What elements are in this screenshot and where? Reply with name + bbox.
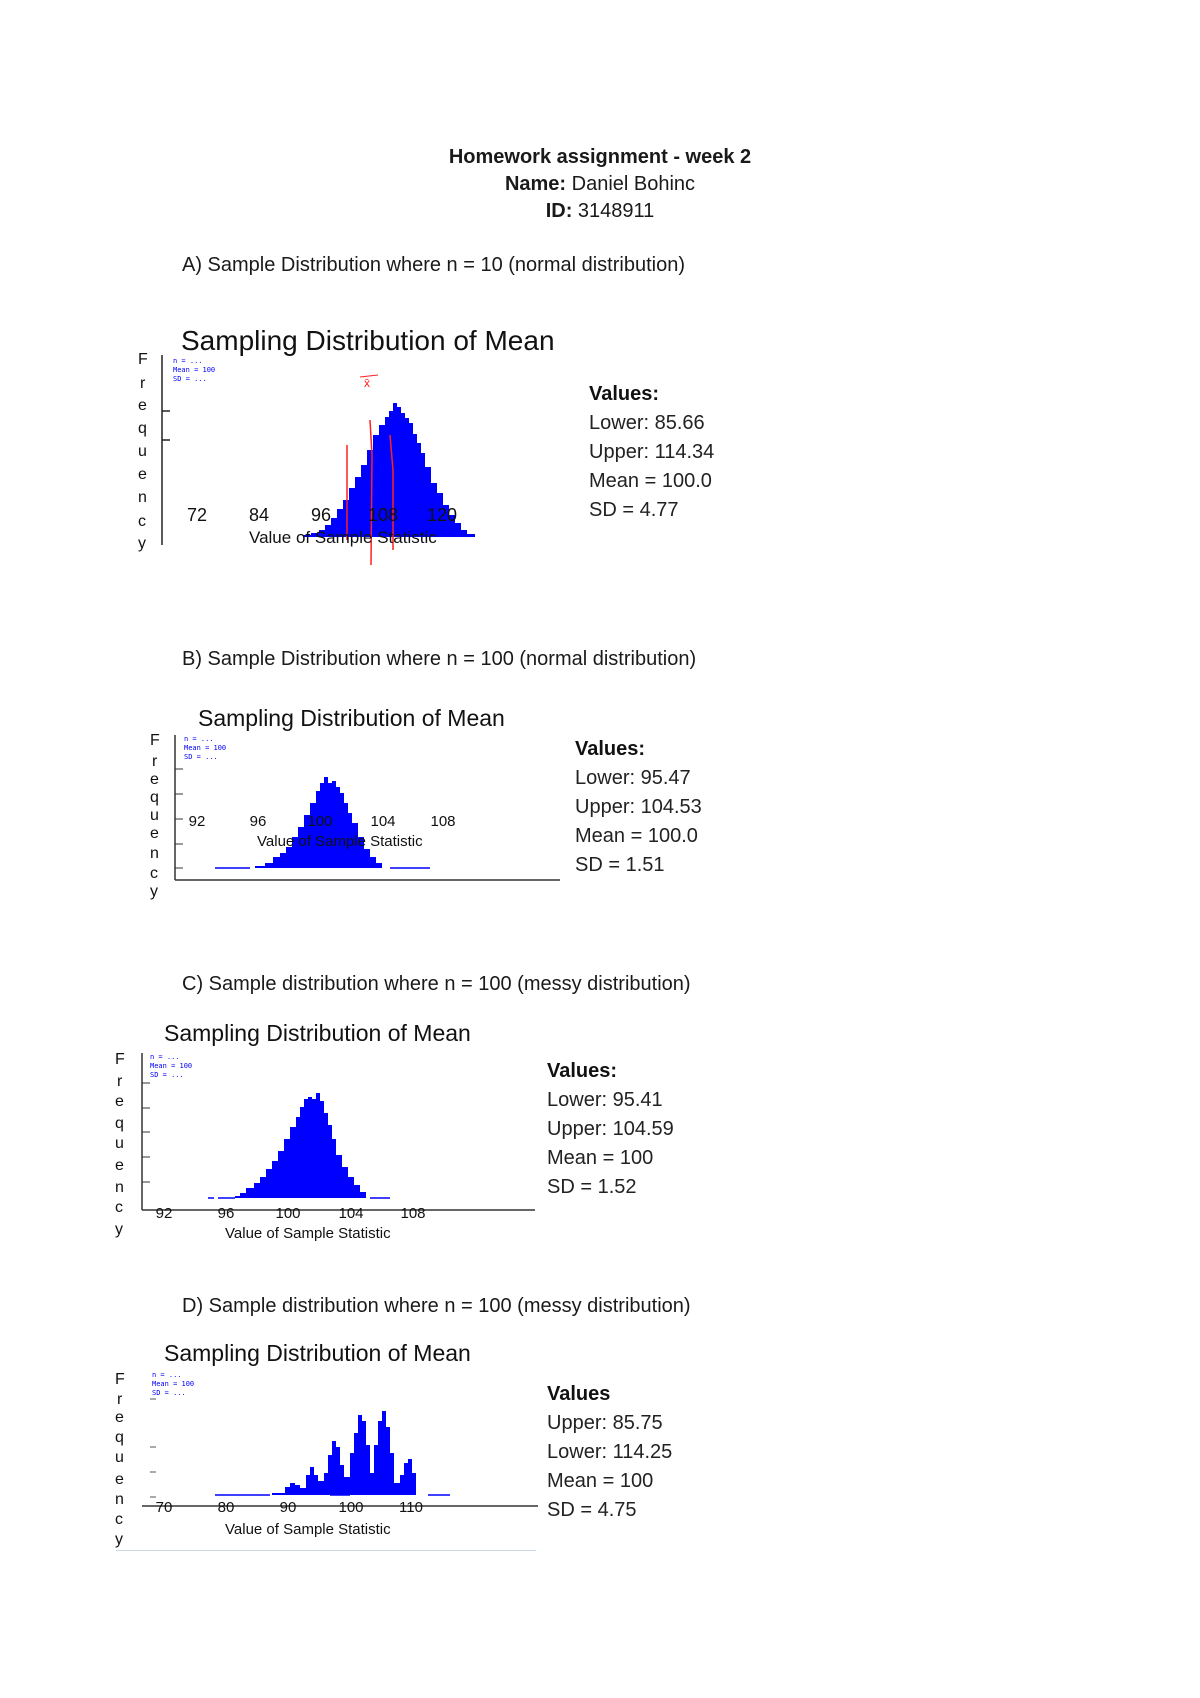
x-tick: 70 [155,1499,173,1516]
chart-c-legend: n = ... Mean = 100 SD = ... [150,1053,193,1079]
id-value: 3148911 [577,200,655,222]
y-letter: e [138,466,147,483]
chart-a-legend: n = ... Mean = 100 SD = ... [173,357,216,383]
name-label: Name: [504,173,567,195]
name-line: Name: Daniel Bohinc [0,173,1200,196]
x-tick: 100 [338,1499,364,1516]
x-tick: 108 [430,813,456,830]
divider [116,1550,536,1551]
chart-d-legend: n = ... Mean = 100 SD = ... [152,1371,195,1397]
x-tick: 92 [155,1205,173,1222]
x-tick: 100 [275,1205,301,1222]
x-tick: 84 [248,505,270,525]
x-tick: 92 [188,813,206,830]
y-letter: y [138,535,146,552]
x-tick: 96 [249,813,267,830]
chart-d-xlabel: Value of Sample Statistic [225,1521,391,1538]
x-tick: 96 [217,1205,235,1222]
x-tick: 108 [367,505,399,525]
values-c: Values: Lower: 95.41 Upper: 104.59 Mean … [547,1060,674,1198]
y-letter: e [138,397,147,414]
x-tick: 104 [370,813,396,830]
section-a-heading: A) Sample Distribution where n = 10 (nor… [182,254,685,276]
x-tick: 100 [307,813,333,830]
y-letter: n [138,489,147,506]
values-b: Values: Lower: 95.47 Upper: 104.53 Mean … [575,738,702,876]
y-letter: F [138,351,148,368]
x-tick: 120 [426,505,458,525]
id-label: ID: [545,200,573,222]
chart-b: Sampling Distribution of Mean n = ... Mea… [140,705,560,935]
y-letter: r [140,375,146,392]
chart-d-plot [142,1398,538,1507]
name-value: Daniel Bohinc [571,173,696,195]
section-b-heading: B) Sample Distribution where n = 100 (no… [182,648,697,670]
x-tick: 108 [400,1205,426,1222]
chart-b-plot [174,735,560,881]
chart-d: Sampling Distribution of Mean n = ... Mea… [110,1335,540,1565]
x-tick: 104 [338,1205,364,1222]
x-tick: 72 [186,505,208,525]
x-tick: 96 [310,505,332,525]
values-a: Values: Lower: 85.66 Upper: 114.34 Mean … [589,383,715,521]
x-tick: 80 [217,1499,235,1516]
y-letter: q [138,420,147,437]
values-d: Values Upper: 85.75 Lower: 114.25 Mean =… [547,1383,673,1521]
chart-c: Sampling Distribution of Mean n = ... Mea… [110,1015,540,1250]
chart-b-title: Sampling Distribution of Mean [198,705,505,731]
chart-c-plot [141,1053,535,1211]
y-letter: u [138,443,147,460]
section-d-heading: D) Sample distribution where n = 100 (me… [182,1295,691,1317]
y-letter: c [138,513,146,530]
chart-c-xlabel: Value of Sample Statistic [225,1225,391,1242]
chart-a-plot: x̄ [161,355,475,566]
chart-a-xlabel: Value of Sample Statistic [249,528,437,547]
chart-b-legend: n = ... Mean = 100 SD = ... [184,735,227,761]
svg-text:x̄: x̄ [364,376,370,390]
chart-a: Sampling Distribution of Mean n = ... Mea… [135,325,555,595]
document-title: Homework assignment - week 2 [448,146,752,168]
x-tick: 110 [399,1499,423,1516]
chart-a-title: Sampling Distribution of Mean [181,325,555,356]
chart-d-title: Sampling Distribution of Mean [164,1340,471,1366]
chart-b-xlabel: Value of Sample Statistic [257,833,423,850]
chart-c-title: Sampling Distribution of Mean [164,1020,471,1046]
x-tick: 90 [279,1499,297,1516]
section-c-heading: C) Sample distribution where n = 100 (me… [182,973,691,995]
id-line: ID: 3148911 [0,200,1200,223]
